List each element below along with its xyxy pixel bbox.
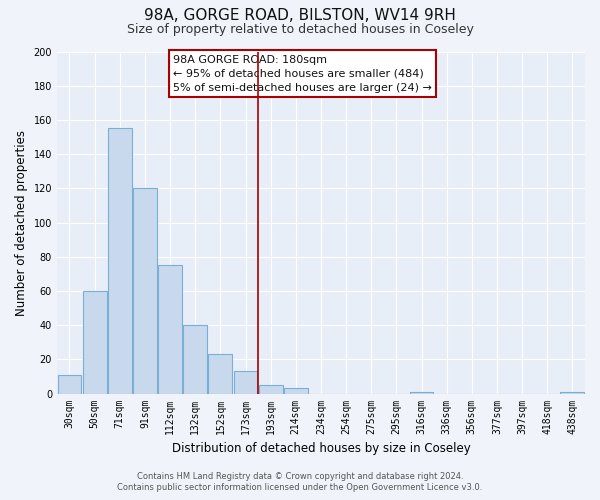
Y-axis label: Number of detached properties: Number of detached properties bbox=[15, 130, 28, 316]
Bar bbox=[108, 128, 132, 394]
Bar bbox=[208, 354, 232, 394]
Text: Size of property relative to detached houses in Coseley: Size of property relative to detached ho… bbox=[127, 22, 473, 36]
Bar bbox=[259, 385, 283, 394]
Bar bbox=[158, 266, 182, 394]
Text: 98A GORGE ROAD: 180sqm
← 95% of detached houses are smaller (484)
5% of semi-det: 98A GORGE ROAD: 180sqm ← 95% of detached… bbox=[173, 55, 432, 93]
Bar bbox=[133, 188, 157, 394]
Text: Contains HM Land Registry data © Crown copyright and database right 2024.
Contai: Contains HM Land Registry data © Crown c… bbox=[118, 472, 482, 492]
Bar bbox=[83, 291, 107, 394]
Text: 98A, GORGE ROAD, BILSTON, WV14 9RH: 98A, GORGE ROAD, BILSTON, WV14 9RH bbox=[144, 8, 456, 22]
Bar bbox=[58, 374, 82, 394]
Bar bbox=[233, 372, 257, 394]
Bar bbox=[284, 388, 308, 394]
X-axis label: Distribution of detached houses by size in Coseley: Distribution of detached houses by size … bbox=[172, 442, 470, 455]
Bar bbox=[183, 325, 207, 394]
Bar bbox=[560, 392, 584, 394]
Bar bbox=[410, 392, 433, 394]
